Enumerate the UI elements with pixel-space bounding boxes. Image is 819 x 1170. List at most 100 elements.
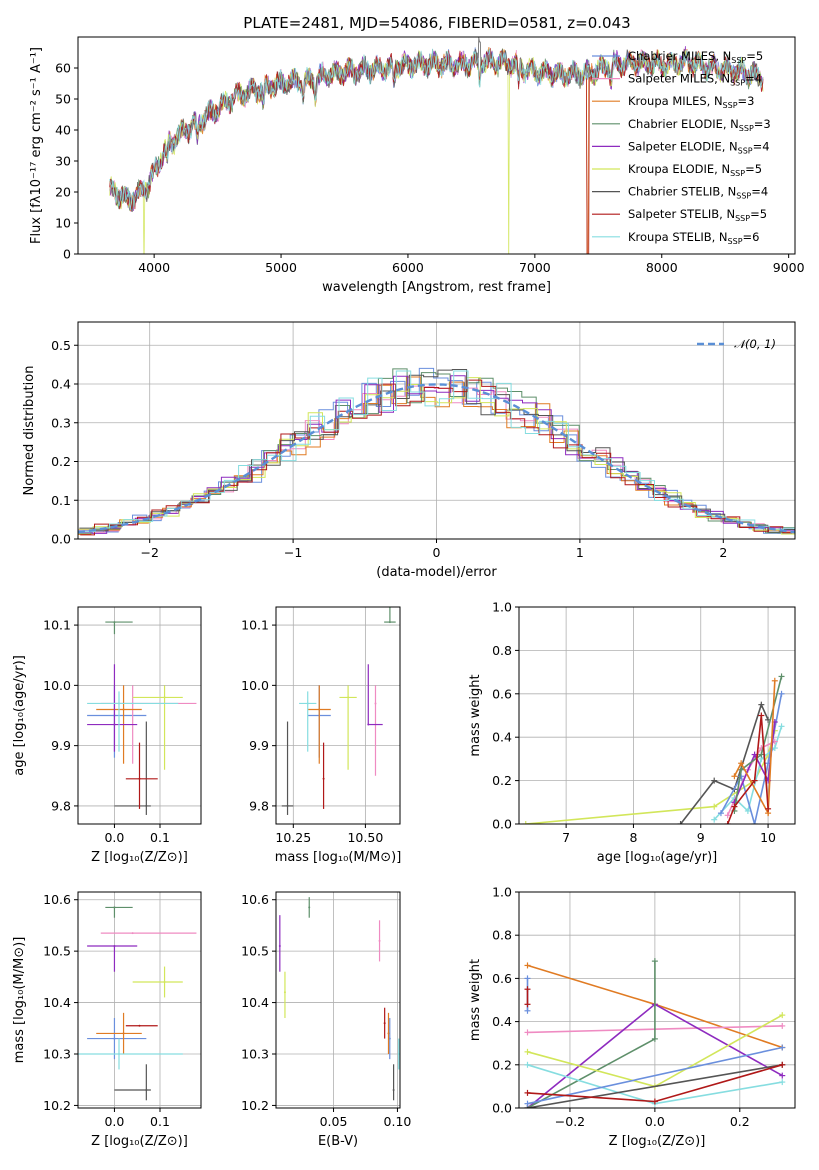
residual-histogram: [80, 379, 795, 536]
legend-subscript: SSP: [736, 192, 751, 201]
data-point: [118, 1053, 120, 1055]
y-tick-label: 0: [63, 247, 71, 262]
axes-frame: [275, 606, 401, 825]
data-point: [113, 945, 116, 947]
x-axis-label: Z [log₁₀(Z/Z⊙)]: [91, 1134, 188, 1149]
mass-weight-line: [527, 1064, 783, 1108]
legend-subscript: SSP: [730, 79, 745, 88]
legend-subscript: SSP: [739, 124, 754, 133]
plot-area: [522, 673, 785, 824]
data-point: [367, 723, 370, 726]
data-point: [113, 723, 116, 726]
x-tick-label: −2: [140, 545, 158, 560]
y-tick-label: 20: [55, 185, 71, 200]
y-tick-label: 9.8: [249, 798, 269, 813]
data-point: [283, 991, 286, 994]
legend-label: Salpeter ELODIE, NSSP=4: [628, 139, 770, 155]
age-vs-metallicity-panel: 0.0 0.1 9.8 9.9 10.0 10.1 Z [log₁₀(Z/Z⊙)] age […: [12, 606, 202, 865]
legend-label-part: Chabrier ELODIE, N: [628, 117, 739, 131]
legend-value: =3: [738, 94, 755, 108]
data-point: [387, 1032, 390, 1035]
legend-label-part: Chabrier STELIB, N: [628, 185, 736, 199]
y-tick-label: 10.4: [43, 995, 71, 1010]
y-tick-label: 60: [55, 61, 71, 76]
x-tick-label: 10.25: [275, 830, 311, 845]
axes-frame: [518, 891, 796, 1109]
y-tick-label: 0.2: [492, 1057, 512, 1072]
x-tick-label: 7: [562, 830, 570, 845]
legend-label-part: Salpeter ELODIE, N: [628, 139, 738, 153]
data-point: [145, 804, 148, 807]
x-tick-label: 4000: [138, 260, 170, 275]
y-tick-label: 10.4: [241, 995, 269, 1010]
residual-histogram: [78, 375, 795, 534]
legend-value: =4: [745, 72, 762, 86]
x-tick-label: 0.05: [320, 1114, 348, 1129]
mass-vs-ebv-panel: 0.05 0.10 10.2 10.3 10.4 10.5 10.6 E(B-V): [241, 891, 411, 1149]
y-tick-label: 0.6: [492, 686, 512, 701]
data-point: [131, 932, 134, 935]
x-tick-label: 7000: [519, 260, 551, 275]
data-point: [138, 1024, 141, 1027]
x-axis-label: age [log₁₀(age/yr)]: [597, 850, 718, 865]
plot-area: [281, 607, 396, 815]
y-tick-label: 10.1: [43, 618, 71, 633]
legend-value: =4: [751, 185, 768, 199]
legend-label: Salpeter MILES, NSSP=4: [628, 72, 762, 88]
x-axis-label: wavelength [Angstrom, rest frame]: [322, 280, 551, 295]
mass-weight-line: [713, 726, 783, 821]
legend-value: =6: [743, 230, 760, 244]
data-point: [318, 708, 321, 711]
data-point: [392, 1089, 395, 1091]
y-tick-label: 0.0: [492, 817, 512, 832]
plot-area: [109, 37, 764, 254]
legend-subscript: SSP: [731, 56, 746, 65]
legend-subscript: SSP: [730, 169, 745, 178]
data-point: [388, 621, 391, 624]
mass-weight-line: [733, 676, 783, 812]
mass-weight-line: [527, 961, 656, 1108]
x-tick-label: 9: [697, 830, 705, 845]
x-tick-label: 8000: [646, 260, 678, 275]
plot-area: [87, 621, 197, 815]
plot-area: [524, 958, 786, 1108]
x-tick-label: 0.1: [150, 830, 170, 845]
legend-subscript: SSP: [735, 214, 750, 223]
legend-value: =4: [753, 139, 770, 153]
legend-subscript: SSP: [728, 237, 743, 246]
legend-label: Kroupa ELODIE, NSSP=5: [628, 162, 762, 178]
weight-vs-metallicity-panel: −0.2 0.0 0.2 0.0 0.2 0.4 0.6 0.8 1.0 Z [log₁₀(Z/Z…: [468, 885, 796, 1149]
x-axis-label: E(B-V): [318, 1134, 358, 1149]
y-tick-label: 10.6: [43, 892, 71, 907]
weight-vs-age-panel: 7 8 9 10 0.0 0.2 0.4 0.6 0.8 1.0 age [log₁₀(age/yr…: [468, 600, 796, 865]
y-tick-label: 0.3: [51, 415, 71, 430]
axes-frame: [77, 891, 202, 1109]
data-point: [122, 1032, 125, 1035]
legend-label: Salpeter STELIB, NSSP=5: [628, 207, 767, 223]
y-tick-label: 9.8: [51, 798, 71, 813]
x-tick-label: 0.1: [150, 1114, 170, 1129]
x-tick-label: 6000: [392, 260, 424, 275]
plot-area: [78, 367, 795, 536]
legend-label-part: Kroupa MILES, N: [628, 94, 723, 108]
y-tick-label: 10.5: [241, 944, 269, 959]
y-tick-label: 0.4: [492, 730, 512, 745]
x-tick-label: −0.2: [555, 1114, 585, 1129]
y-tick-label: 10.0: [43, 678, 71, 693]
age-vs-mass-panel: 10.25 10.50 9.8 9.9 10.0 10.1 mass [log₁₀(M/M⊙…: [241, 606, 401, 865]
residual-histogram: [79, 369, 795, 533]
x-tick-label: 5000: [265, 260, 297, 275]
y-tick-label: 0.4: [492, 1014, 512, 1029]
data-point: [118, 702, 120, 705]
y-tick-label: 10.0: [241, 678, 269, 693]
y-tick-label: 0.2: [51, 454, 71, 469]
x-axis-label: Z [log₁₀(Z/Z⊙)]: [609, 1134, 706, 1149]
x-tick-label: 0.2: [730, 1114, 750, 1129]
residual-histogram: [78, 368, 795, 534]
legend-value: =5: [746, 49, 763, 63]
legend-value: =5: [750, 207, 767, 221]
y-tick-label: 0.8: [492, 928, 512, 943]
y-tick-label: 0.4: [51, 377, 71, 392]
y-tick-label: 30: [55, 154, 71, 169]
y-tick-label: 10.5: [43, 944, 71, 959]
